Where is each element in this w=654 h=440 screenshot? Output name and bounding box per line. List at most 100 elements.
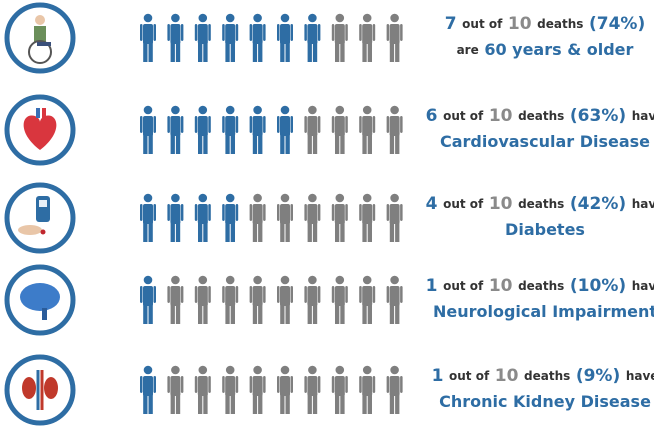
torso (197, 24, 208, 44)
person-icon (194, 105, 211, 154)
torso (389, 286, 400, 306)
leg (367, 222, 372, 242)
arm (235, 204, 239, 221)
arm (167, 24, 170, 41)
person-icon (167, 193, 184, 242)
head (143, 105, 153, 115)
head (171, 365, 180, 375)
head (171, 13, 180, 23)
person-icon (277, 105, 293, 154)
head (308, 365, 317, 375)
arm (317, 116, 321, 133)
head (280, 13, 290, 23)
condition-line: are 60 years & older (457, 40, 634, 59)
arm (386, 24, 390, 41)
leg (203, 304, 208, 324)
leg (143, 134, 148, 154)
arm (235, 376, 239, 393)
arm (386, 286, 390, 303)
arm (317, 286, 321, 303)
torso (307, 376, 318, 396)
leg (362, 222, 367, 242)
leg (258, 134, 263, 154)
person-icon (167, 13, 184, 62)
arm (153, 286, 156, 303)
leg (307, 134, 312, 154)
condition: Diabetes (505, 220, 585, 239)
torso (389, 24, 400, 44)
arm (317, 204, 321, 221)
leg (285, 222, 290, 242)
arm (208, 116, 211, 133)
leg (280, 42, 285, 62)
arm (331, 376, 335, 393)
arm (180, 286, 184, 303)
head (362, 365, 372, 375)
post: have (626, 369, 654, 383)
leg (367, 42, 372, 62)
torso (197, 376, 208, 396)
leg (389, 304, 395, 324)
leg (175, 134, 181, 154)
head (198, 193, 208, 203)
torso (362, 286, 373, 306)
arm (290, 24, 293, 41)
leg (225, 42, 230, 62)
head (198, 13, 208, 23)
arm (235, 286, 239, 303)
arm (180, 116, 184, 133)
arm (386, 204, 390, 221)
torso (334, 24, 345, 44)
leg (143, 42, 148, 62)
torso (280, 286, 290, 306)
leg (252, 42, 258, 62)
count: 7 (445, 14, 457, 34)
arm (222, 24, 225, 41)
leg (367, 304, 372, 324)
head (280, 275, 290, 285)
deaths: deaths (518, 197, 564, 211)
percent: (42%) (570, 194, 626, 214)
arm (167, 204, 170, 221)
arm (153, 24, 156, 41)
person-icon (386, 13, 403, 62)
percent: (74%) (589, 14, 645, 34)
arm (167, 376, 170, 393)
arm (290, 376, 293, 393)
arm (249, 116, 253, 133)
total: 10 (489, 194, 513, 214)
condition-line: Cardiovascular Disease (440, 132, 650, 151)
torso (225, 376, 236, 396)
person-icon (386, 275, 403, 324)
head (308, 275, 317, 285)
arm (372, 116, 376, 133)
arm (180, 204, 184, 221)
arm (222, 204, 225, 221)
head (390, 13, 399, 23)
arm (208, 24, 211, 41)
head (390, 275, 399, 285)
torso (252, 376, 263, 396)
arm (194, 116, 198, 133)
head (198, 275, 208, 285)
torso (389, 204, 400, 224)
arm (153, 204, 156, 221)
arm (208, 286, 211, 303)
arm (359, 24, 362, 41)
person-icon (222, 105, 239, 154)
leg (340, 222, 345, 242)
person-icon (140, 13, 156, 62)
head (390, 105, 399, 115)
leg (335, 42, 340, 62)
head (390, 193, 399, 203)
arm (400, 116, 403, 133)
leg (143, 394, 148, 414)
torso (143, 376, 153, 396)
icon-brain (4, 264, 76, 336)
leg (230, 394, 235, 414)
total: 10 (489, 106, 513, 126)
arm (386, 116, 390, 133)
person-icon (194, 365, 211, 414)
count: 4 (426, 194, 438, 214)
